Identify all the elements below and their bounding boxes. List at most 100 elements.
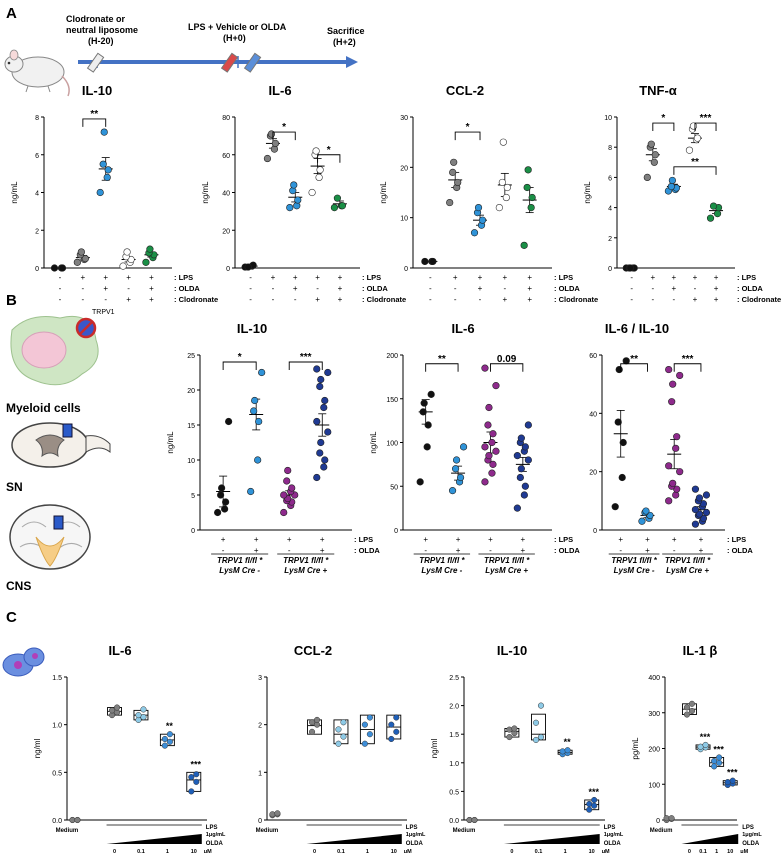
macrophage-cell-icon — [2, 647, 45, 677]
data-point — [709, 202, 718, 210]
data-point — [193, 778, 200, 785]
olda-tick-label: 1 — [564, 849, 567, 853]
data-point — [317, 375, 325, 384]
significance-label: *** — [700, 113, 712, 124]
significance-label: ** — [166, 721, 174, 731]
data-point — [294, 196, 302, 204]
y-tick-label: 10 — [187, 458, 195, 465]
significance-label: *** — [300, 352, 312, 363]
lps-conc-label: 1μg/mL — [406, 832, 426, 838]
data-point — [283, 477, 291, 485]
y-axis-label: ng/mL — [10, 181, 19, 204]
lps-label: LPS — [406, 825, 418, 831]
sign-cell: + — [714, 273, 719, 282]
data-point — [108, 707, 116, 714]
y-tick-label: 0 — [404, 266, 408, 273]
data-point — [218, 484, 226, 492]
lps-conc-label: 1μg/mL — [206, 832, 226, 838]
sign-cell: + — [293, 284, 298, 293]
sign-cell: + — [503, 295, 508, 304]
y-tick-label: 2 — [35, 228, 39, 235]
data-point — [313, 417, 321, 426]
data-point — [647, 140, 655, 148]
y-axis-label: ng/ml — [33, 738, 42, 758]
chart-c-8: IL-60.00.51.01.5ng/ml*****Medium LPS1μg/m… — [33, 643, 226, 853]
data-point — [537, 734, 545, 741]
sign-cell: + — [714, 295, 719, 304]
chart-a-3: CCL-2 0 10 20 30 ng/mL * - + + + +: LPS - - + - +: OLDA -… — [379, 83, 598, 304]
data-point — [528, 193, 536, 202]
data-point — [706, 214, 715, 222]
data-point — [669, 380, 677, 388]
y-tick-label: 10 — [604, 115, 612, 122]
mouse-icon — [4, 49, 70, 97]
data-point — [161, 742, 168, 749]
sign-cell: - — [673, 295, 676, 304]
data-point — [668, 398, 676, 406]
y-tick-label: 0 — [394, 528, 398, 535]
sign-row-label: : LPS — [737, 273, 756, 282]
data-point — [254, 456, 262, 464]
chart-a-1: IL-10 0 2 4 6 8 ng/mL ** - + + + +: LPS - - + - +: OLDA - -… — [10, 83, 218, 304]
data-point — [688, 707, 696, 715]
sign-row-label: : Clodronate — [174, 295, 218, 304]
data-point — [511, 725, 518, 732]
sign-row-label: : OLDA — [354, 546, 380, 555]
significance-label: ** — [691, 157, 699, 168]
timeline: Clodronate or neutral liposome (H-20) LP… — [4, 14, 365, 97]
sign-cell: - — [429, 273, 432, 282]
sign-cell: - — [82, 295, 85, 304]
data-point — [99, 160, 107, 168]
data-point — [119, 262, 127, 270]
chart-c-10: IL-100.00.51.01.52.02.5ng/ml *****Medium L… — [430, 643, 624, 853]
data-point — [452, 456, 461, 464]
sign-cell: - — [429, 295, 432, 304]
data-point — [642, 507, 650, 515]
data-point — [423, 443, 431, 451]
olda-label: OLDA — [604, 841, 622, 847]
data-point — [393, 714, 400, 721]
sign-cell: + — [81, 273, 86, 282]
data-point — [668, 176, 676, 185]
data-point — [689, 122, 698, 130]
brain-illustration — [9, 504, 91, 570]
data-point — [672, 444, 680, 452]
y-tick-label: 10 — [400, 216, 408, 223]
olda-unit: μM — [602, 849, 610, 853]
genotype-right-line-1: TRPV1 fl/fl * — [484, 556, 530, 565]
y-axis-label: ng/mL — [369, 431, 378, 454]
timeline-step-2-line-2: (H+0) — [223, 33, 246, 43]
sign-row-label: : LPS — [727, 535, 746, 544]
data-point — [492, 382, 500, 390]
olda-wedge — [681, 834, 739, 844]
data-point — [333, 194, 342, 202]
data-point — [481, 364, 489, 372]
data-point — [564, 747, 571, 754]
chart-title: IL-6 — [108, 643, 131, 658]
data-point — [335, 726, 342, 733]
y-tick-label: 60 — [589, 353, 597, 360]
olda-label: OLDA — [206, 841, 224, 847]
data-point — [308, 188, 316, 197]
significance-bracket — [652, 122, 675, 132]
data-point — [481, 443, 489, 451]
genotype-right-line-2: LysM Cre + — [485, 566, 528, 575]
data-point — [618, 473, 626, 482]
data-point — [622, 357, 630, 365]
data-point — [188, 774, 195, 781]
sign-cell: + — [315, 273, 320, 282]
data-point — [499, 138, 507, 146]
data-point — [427, 390, 435, 398]
sign-cell: - — [694, 284, 697, 293]
y-tick-label: 1.5 — [449, 732, 459, 739]
y-tick-label: 4 — [608, 206, 612, 213]
timeline-step-1-line-1: Clodronate or — [66, 14, 125, 24]
sign-cell: - — [651, 284, 654, 293]
sign-cell: + — [126, 273, 131, 282]
data-point — [520, 491, 528, 499]
data-point — [668, 815, 675, 822]
data-point — [320, 463, 328, 471]
data-point — [142, 258, 150, 266]
data-point — [166, 731, 173, 738]
